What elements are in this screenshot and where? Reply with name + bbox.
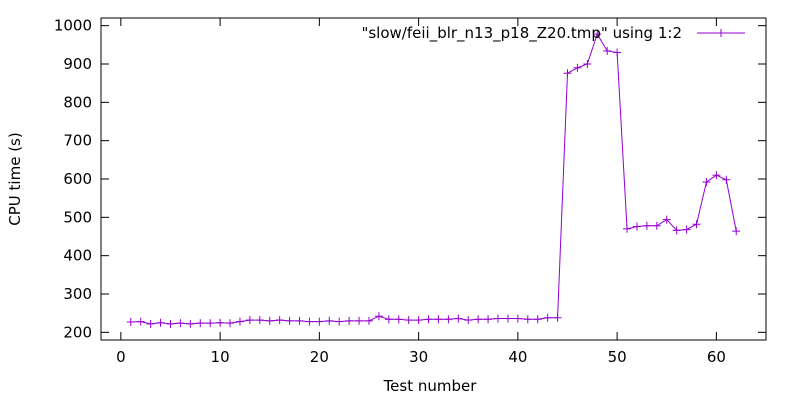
data-point	[414, 316, 423, 325]
data-point	[503, 314, 512, 323]
plot-frame	[100, 17, 767, 341]
y-axis-label: CPU time (s)	[6, 132, 24, 225]
data-point	[513, 314, 522, 323]
data-point	[245, 316, 254, 325]
x-tick-label: 60	[707, 348, 726, 366]
data-point	[573, 63, 582, 72]
data-point	[146, 319, 155, 328]
data-point	[692, 220, 701, 229]
legend: "slow/feii_blr_n13_p18_Z20.tmp" using 1:…	[361, 24, 745, 43]
data-point	[682, 225, 691, 234]
data-point	[613, 48, 622, 57]
data-point	[384, 315, 393, 324]
data-point	[533, 315, 542, 324]
series-line	[130, 32, 737, 325]
data-point	[315, 317, 324, 326]
x-axis-ticks: 0 10 20 30 40 50 60	[116, 18, 726, 366]
data-point	[374, 312, 383, 321]
data-point	[355, 316, 364, 325]
data-point	[285, 316, 294, 325]
data-point	[176, 319, 185, 328]
data-point	[424, 315, 433, 324]
data-point	[553, 313, 562, 322]
data-point	[484, 315, 493, 324]
data-point	[206, 319, 215, 328]
data-point	[186, 319, 195, 328]
data-point	[722, 175, 731, 184]
data-point	[265, 316, 274, 325]
data-point	[394, 315, 403, 324]
data-point	[444, 315, 453, 324]
y-tick-label: 700	[63, 132, 92, 150]
data-point	[672, 226, 681, 235]
y-tick-label: 600	[63, 170, 92, 188]
data-point	[464, 316, 473, 325]
data-point	[305, 317, 314, 326]
data-point	[255, 316, 264, 325]
data-point	[652, 221, 661, 230]
x-tick-label: 20	[310, 348, 329, 366]
y-tick-label: 1000	[54, 17, 92, 35]
data-point	[136, 317, 145, 326]
y-axis-ticks: 200 300 400 500 600 700 800 900 1000	[54, 17, 766, 341]
data-point	[603, 46, 612, 55]
data-point	[335, 317, 344, 326]
y-tick-label: 200	[63, 323, 92, 341]
data-point	[345, 316, 354, 325]
x-tick-label: 40	[508, 348, 527, 366]
y-tick-label: 400	[63, 247, 92, 265]
data-point	[364, 316, 373, 325]
data-point	[454, 314, 463, 323]
x-tick-label: 10	[211, 348, 230, 366]
data-point	[523, 315, 532, 324]
data-point	[216, 318, 225, 327]
x-axis-label: Test number	[383, 377, 478, 395]
data-point	[543, 313, 552, 322]
data-point	[434, 315, 443, 324]
data-point	[712, 171, 721, 180]
x-tick-label: 0	[116, 348, 126, 366]
series-layer	[126, 30, 741, 328]
data-point	[325, 316, 334, 325]
y-tick-label: 500	[63, 208, 92, 226]
data-point	[275, 316, 284, 325]
data-point	[235, 317, 244, 326]
data-point	[702, 178, 711, 187]
data-point	[583, 60, 592, 68]
legend-label: "slow/feii_blr_n13_p18_Z20.tmp" using 1:…	[361, 24, 682, 43]
y-tick-label: 800	[63, 93, 92, 111]
data-point	[563, 69, 572, 78]
legend-marker	[717, 29, 725, 37]
data-point	[166, 319, 175, 328]
x-tick-label: 30	[409, 348, 428, 366]
y-tick-label: 300	[63, 285, 92, 303]
data-point	[474, 315, 483, 324]
y-tick-label: 900	[63, 55, 92, 73]
data-point	[226, 319, 235, 328]
data-point	[126, 317, 135, 326]
data-point	[494, 314, 503, 323]
data-point	[404, 316, 413, 325]
data-point	[623, 224, 632, 233]
x-tick-label: 50	[608, 348, 627, 366]
data-point	[593, 30, 602, 39]
data-point	[642, 221, 651, 230]
data-point	[632, 222, 641, 231]
data-point	[295, 316, 304, 325]
data-point	[196, 319, 205, 328]
data-point	[662, 215, 671, 224]
data-point	[156, 318, 165, 327]
data-point	[732, 227, 741, 236]
